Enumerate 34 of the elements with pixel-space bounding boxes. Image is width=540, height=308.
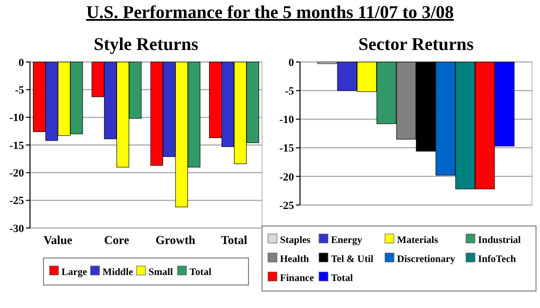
legend-label: Total xyxy=(190,267,212,278)
y-tick-label: -10 xyxy=(9,112,24,124)
x-tick-label: Value xyxy=(43,233,74,247)
x-tick-label: Core xyxy=(104,233,130,247)
x-tick-label: Total xyxy=(220,233,248,247)
y-tick-label: -20 xyxy=(9,168,24,180)
y-tick-label: -20 xyxy=(279,171,294,184)
y-tick-label: -5 xyxy=(284,85,294,98)
legend-label: Finance xyxy=(280,273,314,284)
y-tick-label: -15 xyxy=(279,142,294,155)
chart-title: Sector Returns xyxy=(358,34,474,54)
legend-label: Industrial xyxy=(478,235,522,246)
y-tick-label: 0 xyxy=(288,56,294,69)
legend-label: Health xyxy=(280,254,310,265)
legend-label: Staples xyxy=(280,235,311,246)
legend-label: Energy xyxy=(331,235,362,246)
legend-label: Middle xyxy=(102,267,134,278)
y-tick-label: -25 xyxy=(9,195,24,208)
text: U.S. Performance for the 5 months 11/07 to 3/08 xyxy=(86,2,454,22)
legend-label: Materials xyxy=(397,235,438,246)
legend-label: Tel & Util xyxy=(331,254,374,265)
chart-title: Style Returns xyxy=(94,34,198,54)
legend-label: Total xyxy=(331,273,354,284)
y-tick-label: -10 xyxy=(279,114,294,126)
y-tick-label: 0 xyxy=(18,56,24,69)
y-tick-label: -25 xyxy=(279,200,294,212)
legend-label: Discretionary xyxy=(397,254,456,265)
x-tick-label: Growth xyxy=(155,233,196,247)
y-tick-label: -30 xyxy=(9,222,24,235)
legend-label: InfoTech xyxy=(478,254,516,265)
legend-label: Large xyxy=(62,267,88,278)
y-tick-label: -5 xyxy=(14,84,24,97)
y-tick-label: -15 xyxy=(9,140,24,152)
legend-label: Small xyxy=(148,267,174,278)
